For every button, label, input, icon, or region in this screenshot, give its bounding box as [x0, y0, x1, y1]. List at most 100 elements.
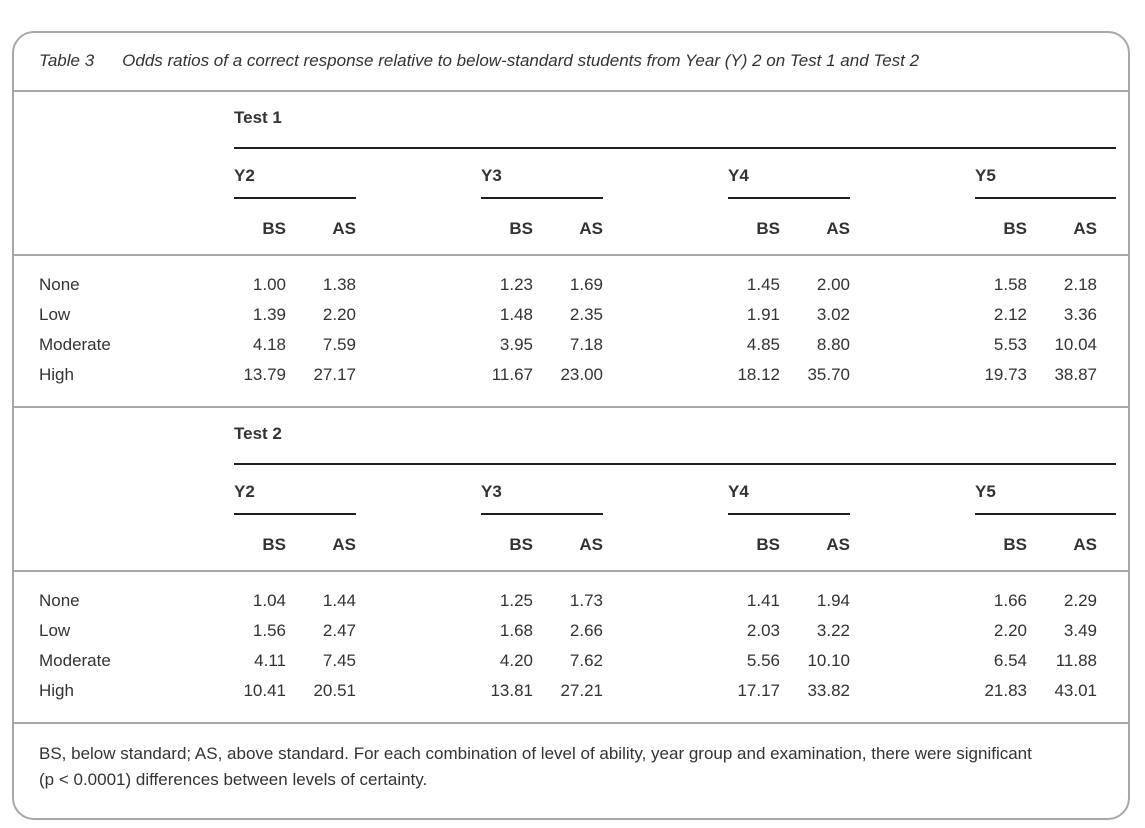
col-subheader: AS — [332, 219, 356, 238]
table-row: Moderate 4.11 7.45 4.20 7.62 5.56 10.10 … — [39, 646, 1116, 676]
odds-value: 3.95 — [499, 335, 533, 354]
spacer-cell — [1097, 360, 1116, 406]
table-card: Table 3 Odds ratios of a correct response… — [12, 31, 1130, 820]
odds-value: 1.41 — [746, 591, 780, 610]
spacer-cell — [850, 198, 975, 254]
col-subheader: AS — [1073, 535, 1097, 554]
spacer-cell — [603, 256, 728, 300]
odds-value: 18.12 — [737, 365, 780, 384]
odds-value: 10.10 — [807, 651, 850, 670]
odds-value: 10.41 — [243, 681, 286, 700]
spacer-cell — [356, 572, 481, 616]
spacer-cell — [356, 514, 481, 570]
spacer-cell — [356, 646, 481, 676]
year-group-header: Y3 — [481, 464, 603, 515]
odds-value: 5.53 — [993, 335, 1027, 354]
odds-value: 2.47 — [322, 621, 356, 640]
odds-value: 1.04 — [252, 591, 286, 610]
odds-value: 2.20 — [993, 621, 1027, 640]
odds-value: 13.79 — [243, 365, 286, 384]
spacer-cell — [356, 198, 481, 254]
odds-value: 2.20 — [322, 305, 356, 324]
col-subheader: AS — [332, 535, 356, 554]
spacer-cell — [603, 330, 728, 360]
spacer-cell — [1097, 572, 1116, 616]
spacer-cell — [603, 646, 728, 676]
divider — [14, 570, 1128, 572]
odds-value: 43.01 — [1054, 681, 1097, 700]
spacer-cell — [603, 148, 728, 198]
row-label: Low — [39, 305, 71, 324]
table-caption: Table 3 Odds ratios of a correct response… — [14, 33, 1128, 92]
odds-value: 2.03 — [746, 621, 780, 640]
odds-value: 1.48 — [499, 305, 533, 324]
spacer-cell — [603, 616, 728, 646]
spacer-cell — [356, 256, 481, 300]
odds-value: 2.29 — [1063, 591, 1097, 610]
row-label: High — [39, 365, 74, 384]
year-group-header: Y2 — [234, 464, 356, 515]
odds-value: 7.59 — [322, 335, 356, 354]
odds-value: 6.54 — [993, 651, 1027, 670]
spacer-cell — [850, 300, 975, 330]
table-footnote: BS, below standard; AS, above standard. … — [14, 724, 1128, 794]
spacer-cell — [1097, 676, 1116, 722]
spacer-cell — [850, 616, 975, 646]
odds-value: 1.45 — [746, 275, 780, 294]
divider — [14, 722, 1128, 724]
odds-value: 11.88 — [1055, 651, 1097, 670]
col-subheader: BS — [509, 535, 533, 554]
odds-value: 27.21 — [560, 681, 603, 700]
spacer-cell — [39, 92, 234, 148]
spacer-cell — [603, 198, 728, 254]
table-row: Moderate 4.18 7.59 3.95 7.18 4.85 8.80 5… — [39, 330, 1116, 360]
odds-value: 1.73 — [569, 591, 603, 610]
odds-value: 7.62 — [569, 651, 603, 670]
odds-value: 1.23 — [499, 275, 533, 294]
odds-value: 21.83 — [984, 681, 1027, 700]
table-row: Low 1.39 2.20 1.48 2.35 1.91 3.02 2.12 3… — [39, 300, 1116, 330]
col-subheader: AS — [1073, 219, 1097, 238]
odds-value: 2.35 — [569, 305, 603, 324]
test1-body-table: None 1.00 1.38 1.23 1.69 1.45 2.00 1.58 … — [39, 256, 1116, 406]
spacer-cell — [39, 198, 234, 254]
odds-value: 2.66 — [569, 621, 603, 640]
footnote-line: BS, below standard; AS, above standard. … — [39, 744, 1032, 763]
year-group-header: Y3 — [481, 148, 603, 199]
odds-value: 1.94 — [816, 591, 850, 610]
spacer-cell — [1097, 646, 1116, 676]
odds-value: 1.91 — [746, 305, 780, 324]
table-caption-text: Odds ratios of a correct response relati… — [122, 51, 920, 70]
col-subheader: BS — [756, 219, 780, 238]
odds-value: 38.87 — [1054, 365, 1097, 384]
odds-value: 3.02 — [816, 305, 850, 324]
col-subheader: BS — [262, 219, 286, 238]
divider — [14, 254, 1128, 256]
test1-header-table: Test 1 Y2 Y3 Y4 Y5 BS AS BS AS BS AS BS … — [39, 92, 1116, 254]
spacer-cell — [356, 148, 481, 198]
odds-value: 7.45 — [322, 651, 356, 670]
row-label: None — [39, 275, 80, 294]
section-title: Test 2 — [234, 408, 1116, 465]
odds-value: 1.00 — [252, 275, 286, 294]
spacer-cell — [356, 616, 481, 646]
odds-value: 2.18 — [1063, 275, 1097, 294]
odds-value: 4.20 — [499, 651, 533, 670]
odds-value: 1.44 — [322, 591, 356, 610]
spacer-cell — [1097, 300, 1116, 330]
section-title: Test 1 — [234, 92, 1116, 149]
spacer-cell — [1097, 616, 1116, 646]
odds-value: 11.67 — [491, 365, 533, 384]
row-label: None — [39, 591, 80, 610]
odds-value: 4.11 — [254, 651, 286, 670]
spacer-cell — [356, 300, 481, 330]
odds-value: 2.00 — [816, 275, 850, 294]
odds-value: 20.51 — [313, 681, 356, 700]
year-group-header: Y5 — [975, 148, 1116, 199]
spacer-cell — [1097, 514, 1116, 570]
odds-value: 5.56 — [746, 651, 780, 670]
spacer-cell — [39, 408, 234, 464]
table-row: High 13.79 27.17 11.67 23.00 18.12 35.70… — [39, 360, 1116, 406]
odds-value: 33.82 — [807, 681, 850, 700]
spacer-cell — [850, 514, 975, 570]
